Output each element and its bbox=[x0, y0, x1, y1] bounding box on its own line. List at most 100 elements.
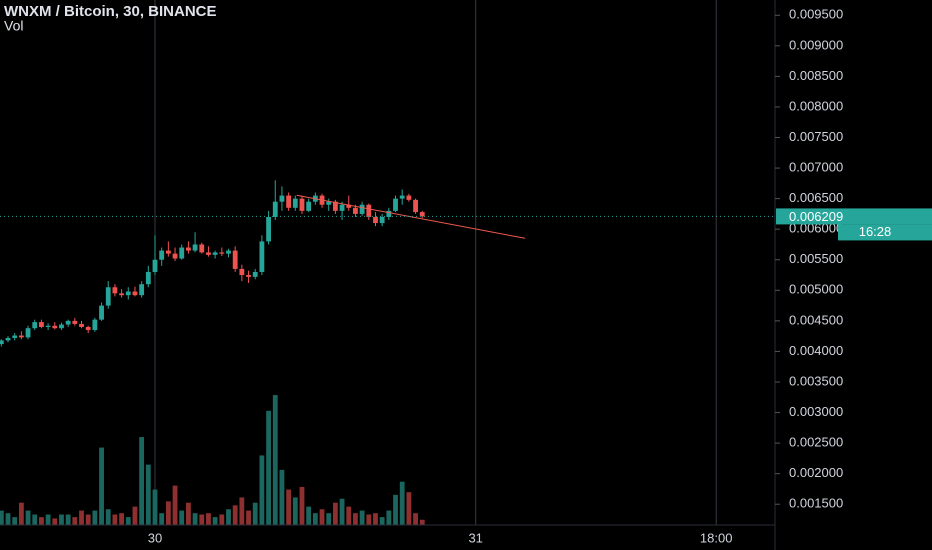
volume-bar bbox=[232, 505, 238, 525]
volume-bar bbox=[59, 514, 64, 525]
volume-bar bbox=[326, 513, 332, 525]
countdown-box bbox=[838, 224, 932, 241]
y-tick-label: 0.002500 bbox=[789, 435, 843, 450]
candle-body bbox=[0, 340, 4, 345]
y-tick-label: 0.004000 bbox=[789, 343, 843, 358]
volume-bar bbox=[72, 517, 78, 525]
y-tick-label: 0.008000 bbox=[789, 98, 843, 113]
volume-bar bbox=[0, 510, 4, 525]
volume-bar bbox=[393, 494, 398, 525]
candle-body bbox=[359, 204, 365, 214]
y-tick-label: 0.003500 bbox=[789, 373, 843, 388]
x-tick-label: 18:00 bbox=[700, 530, 733, 545]
volume-bar bbox=[286, 489, 292, 525]
y-tick-label: 0.009000 bbox=[789, 37, 843, 52]
y-tick-label: 0.005000 bbox=[789, 282, 843, 297]
candle-body bbox=[212, 252, 218, 255]
candle-body bbox=[332, 201, 338, 211]
candle-body bbox=[45, 325, 51, 327]
candle-body bbox=[219, 252, 225, 254]
last-price-box bbox=[776, 208, 932, 225]
volume-bar bbox=[386, 510, 392, 525]
volume-bar bbox=[226, 509, 231, 525]
candle-body bbox=[79, 323, 84, 327]
y-tick-label: 0.009500 bbox=[789, 7, 843, 22]
candle-body bbox=[85, 326, 91, 331]
candle-body bbox=[272, 201, 278, 217]
candle-body bbox=[406, 195, 412, 200]
candle-body bbox=[286, 195, 292, 208]
volume-bar bbox=[79, 510, 84, 525]
volume-bar bbox=[112, 514, 118, 525]
candle-body bbox=[112, 287, 118, 294]
candle-body bbox=[199, 244, 205, 253]
volume-bar bbox=[192, 513, 198, 525]
volume-bar bbox=[272, 395, 278, 525]
candle-body bbox=[105, 287, 111, 306]
volume-bar bbox=[399, 481, 405, 525]
candle-body bbox=[5, 337, 11, 341]
candle-body bbox=[232, 250, 238, 269]
volume-bar bbox=[125, 517, 131, 525]
volume-bar bbox=[152, 489, 158, 525]
candle-body bbox=[99, 305, 104, 320]
volume-bar bbox=[199, 514, 205, 525]
y-tick-label: 0.008500 bbox=[789, 68, 843, 83]
volume-bar bbox=[252, 502, 258, 525]
candle-body bbox=[399, 195, 405, 199]
candle-body bbox=[145, 271, 151, 285]
x-tick-label: 30 bbox=[148, 530, 162, 545]
volume-bar bbox=[32, 514, 38, 525]
candle-body bbox=[65, 320, 71, 325]
volume-bar bbox=[332, 502, 338, 525]
volume-bar bbox=[65, 514, 71, 525]
last-price-label: 0.006209 bbox=[789, 209, 843, 224]
y-tick-label: 0.007500 bbox=[789, 129, 843, 144]
candle-body bbox=[353, 207, 358, 214]
volume-bar bbox=[319, 509, 325, 525]
volume-bar bbox=[92, 510, 98, 525]
volume-bar bbox=[373, 513, 378, 525]
candle-body bbox=[12, 335, 18, 338]
volume-bar bbox=[246, 510, 251, 525]
volume-bar bbox=[99, 447, 104, 525]
y-tick-label: 0.005500 bbox=[789, 251, 843, 266]
candle-body bbox=[206, 252, 211, 255]
volume-bar bbox=[239, 497, 245, 525]
y-tick-label: 0.006500 bbox=[789, 190, 843, 205]
volume-bar bbox=[105, 509, 111, 525]
overlay bbox=[0, 194, 775, 239]
candle-body bbox=[339, 204, 345, 211]
volume-bar bbox=[366, 514, 372, 525]
candle-body bbox=[366, 204, 372, 217]
volume-bar bbox=[132, 506, 138, 525]
volume-bar bbox=[45, 514, 51, 525]
candle-body bbox=[226, 250, 231, 254]
candle-body bbox=[172, 253, 178, 259]
volume-bar bbox=[85, 514, 91, 525]
candle-body bbox=[18, 335, 24, 338]
candle-body bbox=[246, 275, 251, 277]
candle-body bbox=[386, 210, 392, 217]
volume-bar bbox=[212, 517, 218, 525]
volume-bar bbox=[419, 519, 425, 525]
candle-body bbox=[373, 216, 378, 224]
candle-body bbox=[139, 284, 145, 296]
volume-bar bbox=[312, 513, 318, 525]
candle-body bbox=[306, 201, 312, 211]
volume-bar bbox=[165, 501, 171, 525]
candle-body bbox=[186, 247, 191, 251]
candle-body bbox=[152, 259, 158, 272]
volume-label: Vol bbox=[4, 18, 23, 34]
volume-bar bbox=[25, 510, 31, 525]
volume-bar bbox=[266, 410, 271, 525]
volume-bar bbox=[206, 513, 211, 525]
chart-title: WNXM / Bitcoin, 30, BINANCE bbox=[4, 3, 217, 20]
candle-body bbox=[39, 322, 44, 327]
volume-bar bbox=[52, 518, 58, 525]
candle-body bbox=[252, 271, 258, 277]
volume-bar bbox=[346, 506, 352, 525]
candle-body bbox=[179, 247, 185, 259]
volume-bar bbox=[179, 510, 185, 525]
candle-body bbox=[292, 198, 298, 208]
